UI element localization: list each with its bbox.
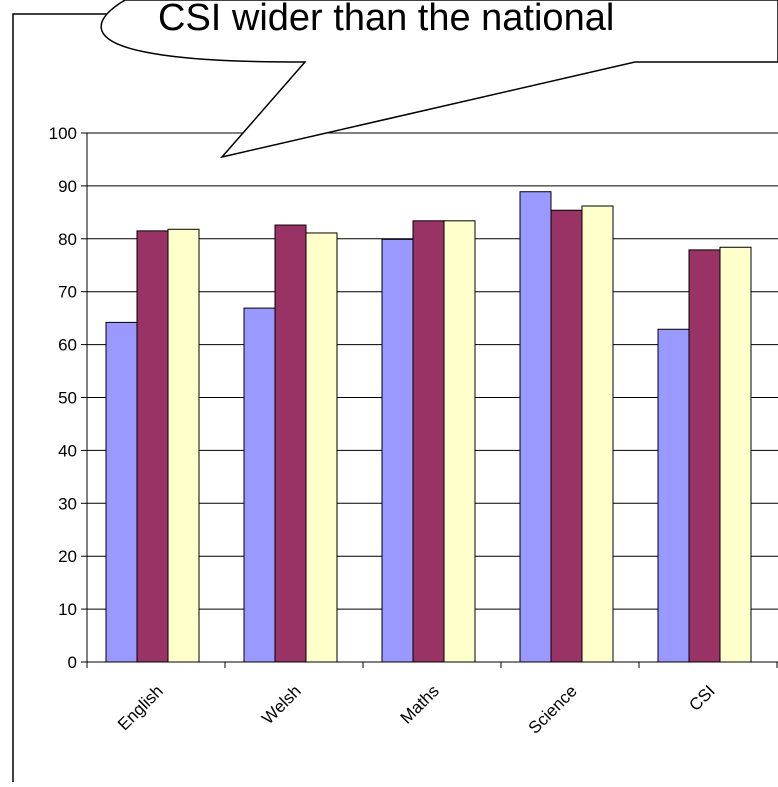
- bar-science-series-3: [581, 205, 614, 663]
- bar-english-series-2: [136, 230, 169, 663]
- y-tick-label: 90: [58, 177, 77, 196]
- bar-science-series-1: [519, 191, 552, 663]
- y-tick-label: 0: [68, 653, 77, 672]
- bar-science-series-2: [550, 209, 583, 663]
- bar-csi-series-2: [688, 249, 721, 663]
- y-tick-label: 30: [58, 494, 77, 513]
- callout-bubble: CSI wider than the national: [100, 0, 778, 159]
- y-tick-label: 10: [58, 600, 77, 619]
- y-tick-label: 40: [58, 441, 77, 460]
- callout-text: CSI wider than the national: [158, 0, 614, 39]
- bar-english-series-3: [167, 228, 200, 663]
- y-tick-label: 60: [58, 336, 77, 355]
- bar-csi-series-3: [719, 246, 752, 663]
- x-category-label: English: [114, 681, 167, 734]
- bar-maths-series-1: [381, 238, 414, 663]
- bar-welsh-series-1: [243, 307, 276, 663]
- x-category-label: Science: [525, 681, 581, 737]
- x-category-label: Welsh: [258, 681, 305, 728]
- y-tick-label: 80: [58, 230, 77, 249]
- callout-shape: [100, 0, 778, 159]
- x-category-label: Maths: [397, 681, 443, 727]
- bar-welsh-series-3: [305, 232, 338, 663]
- bar-maths-series-3: [443, 220, 476, 663]
- bar-english-series-1: [105, 321, 138, 663]
- axes: [81, 132, 778, 668]
- x-category-label: CSI: [685, 681, 718, 714]
- bar-welsh-series-2: [274, 224, 307, 663]
- y-tick-label: 70: [58, 283, 77, 302]
- bar-csi-series-1: [657, 328, 690, 663]
- y-tick-label: 50: [58, 389, 77, 408]
- y-tick-label: 20: [58, 547, 77, 566]
- bars: [105, 191, 752, 663]
- bar-maths-series-2: [412, 220, 445, 663]
- y-tick-label: 100: [49, 124, 77, 143]
